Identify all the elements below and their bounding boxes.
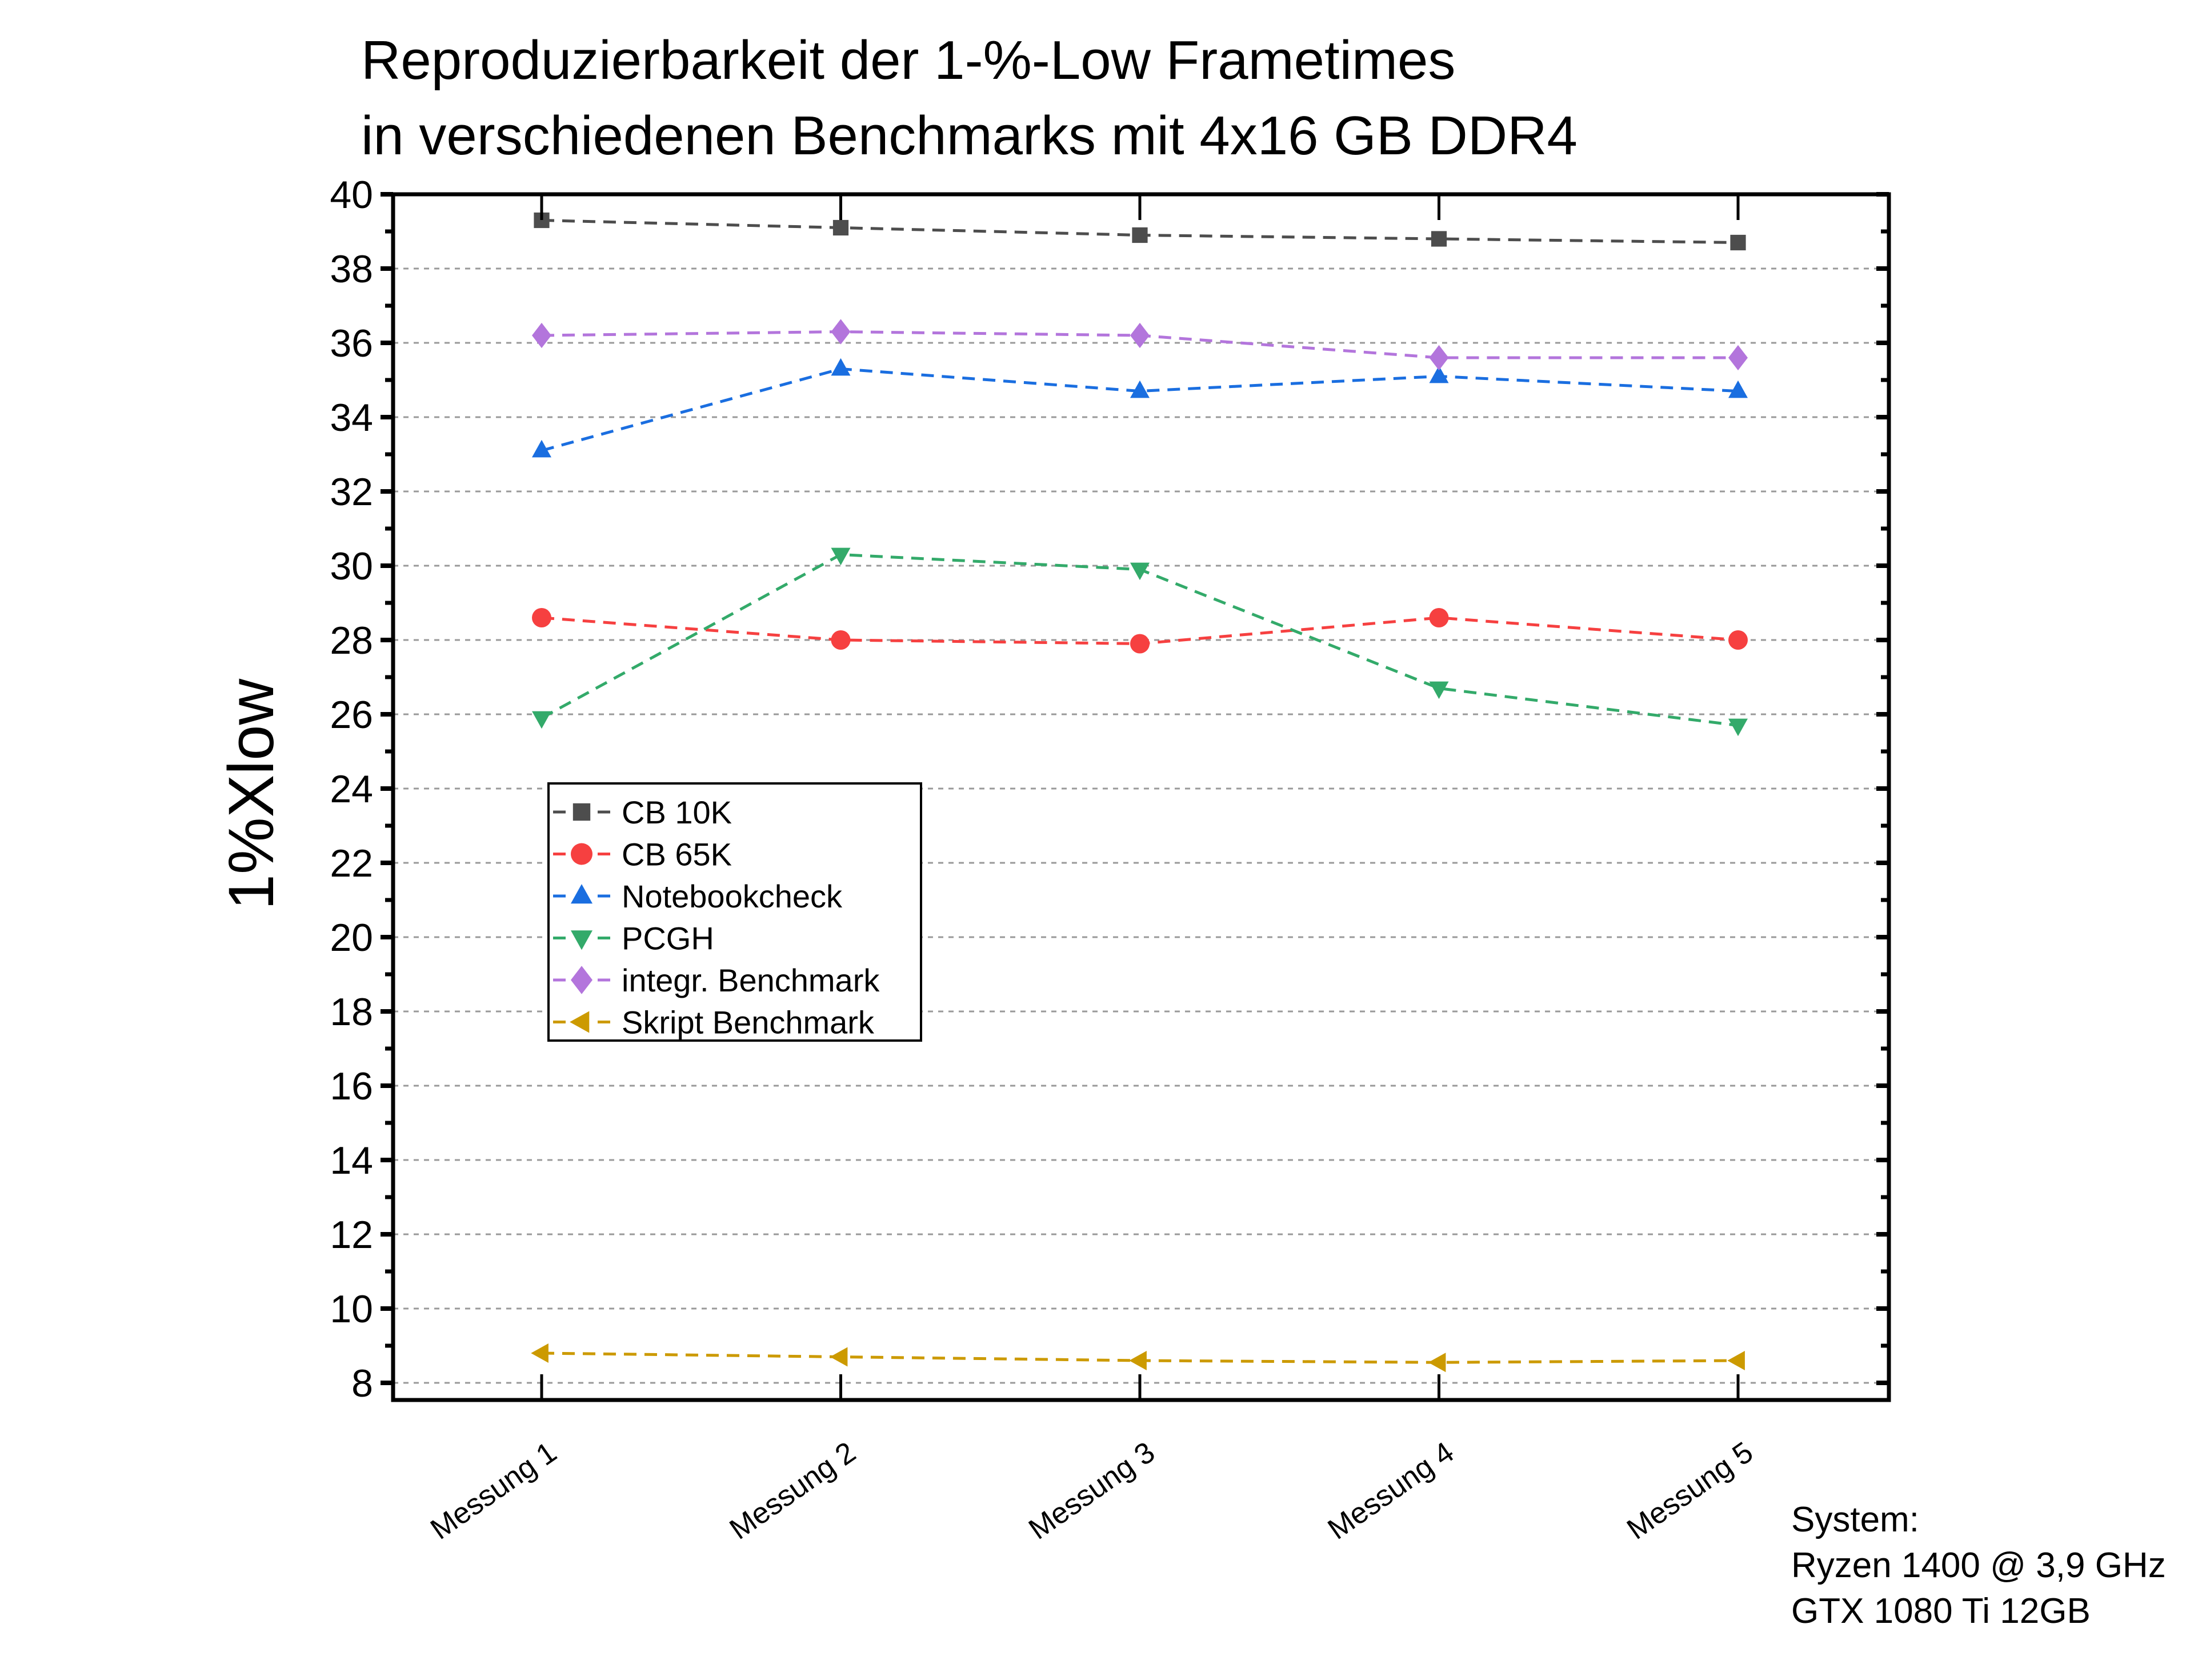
y-tick-label: 22	[330, 842, 373, 885]
circle-marker	[1429, 608, 1449, 627]
y-tick-label: 8	[351, 1362, 373, 1405]
legend-item: Skript Benchmark	[553, 1005, 875, 1041]
y-tick-label: 40	[330, 173, 373, 217]
x-tick-label: Messung 2	[724, 1435, 862, 1546]
triangle-left-marker	[830, 1347, 848, 1367]
y-tick-label: 16	[330, 1065, 373, 1108]
diamond-marker	[1728, 345, 1748, 371]
triangle-up-marker	[831, 358, 851, 376]
diamond-marker	[532, 322, 551, 349]
diamond-marker	[831, 319, 851, 345]
chart-title-line-1: Reproduzierbarkeit der 1-%-Low Frametime…	[361, 30, 1455, 91]
triangle-up-marker	[1728, 380, 1748, 398]
circle-marker	[571, 843, 592, 865]
diamond-marker	[1130, 322, 1150, 349]
legend-item: CB 65K	[553, 837, 732, 873]
y-tick-label: 34	[330, 396, 373, 439]
square-marker	[832, 219, 849, 236]
y-tick-label: 36	[330, 322, 373, 365]
x-tick-label: Messung 5	[1621, 1435, 1759, 1546]
triangle-up-marker	[1429, 365, 1449, 383]
legend-label: CB 10K	[622, 794, 732, 830]
y-tick-label: 12	[330, 1213, 373, 1257]
y-tick-label: 10	[330, 1287, 373, 1331]
series-line	[541, 367, 1739, 452]
x-tick-label: Messung 4	[1322, 1435, 1460, 1546]
triangle-left-marker	[570, 1011, 590, 1033]
x-tick-label: Messung 3	[1023, 1435, 1161, 1546]
triangle-left-marker	[1428, 1353, 1446, 1373]
triangle-up-marker	[1130, 380, 1150, 398]
series-pcgh	[532, 547, 1748, 737]
legend: CB 10K CB 65K Notebookcheck PCGH integr. Ben…	[547, 782, 922, 1042]
y-tick-label: 24	[330, 767, 373, 811]
annotation-line-1: System:	[1791, 1500, 1919, 1539]
legend-item: integr. Benchmark	[553, 962, 880, 998]
y-tick-label: 30	[330, 545, 373, 588]
triangle-left-marker	[1129, 1351, 1147, 1370]
system-annotation: System: Ryzen 1400 @ 3,9 GHz GTX 1080 Ti…	[1791, 1500, 2166, 1631]
annotation-line-2: Ryzen 1400 @ 3,9 GHz	[1791, 1546, 2166, 1585]
triangle-left-marker	[531, 1343, 548, 1363]
legend-box	[547, 782, 922, 1042]
triangle-down-marker	[1130, 562, 1150, 581]
triangle-down-marker	[1728, 718, 1748, 737]
triangle-up-marker	[571, 884, 592, 904]
y-tick-label: 20	[330, 916, 373, 959]
x-tick-label: Messung 1	[425, 1435, 563, 1546]
triangle-down-marker	[571, 930, 592, 950]
legend-label: PCGH	[622, 921, 714, 957]
legend-item: CB 10K	[553, 794, 732, 830]
triangle-down-marker	[1429, 681, 1449, 699]
y-tick-label: 32	[330, 470, 373, 514]
legend-item: PCGH	[553, 921, 714, 957]
series-cb-65k	[532, 608, 1748, 654]
circle-marker	[1130, 634, 1150, 654]
square-marker	[1431, 231, 1447, 247]
circle-marker	[831, 630, 851, 650]
diamond-marker	[1429, 345, 1449, 371]
chart-title-line-2: in verschiedenen Benchmarks mit 4x16 GB …	[361, 105, 1578, 166]
circle-marker	[1728, 630, 1748, 650]
legend-label: Skript Benchmark	[622, 1005, 875, 1041]
triangle-down-marker	[831, 547, 851, 566]
annotation-line-3: GTX 1080 Ti 12GB	[1791, 1591, 2091, 1631]
y-tick-label: 14	[330, 1139, 373, 1182]
y-tick-label: 26	[330, 693, 373, 737]
y-tick-label: 28	[330, 619, 373, 662]
series-integr-benchmark	[532, 319, 1748, 371]
legend-label: CB 65K	[622, 837, 732, 873]
circle-marker	[532, 608, 551, 627]
legend-label: Notebookcheck	[622, 878, 843, 914]
triangle-down-marker	[532, 711, 551, 729]
series-skript-benchmark	[531, 1343, 1745, 1373]
square-marker	[1132, 227, 1148, 243]
square-marker	[572, 803, 591, 821]
series-notebookcheck	[532, 358, 1748, 458]
legend-item: Notebookcheck	[553, 878, 843, 914]
legend-label: integr. Benchmark	[622, 962, 880, 998]
y-tick-label: 38	[330, 247, 373, 291]
square-marker	[1730, 234, 1746, 251]
y-tick-label: 18	[330, 990, 373, 1034]
diamond-marker	[571, 966, 592, 994]
triangle-left-marker	[1727, 1351, 1745, 1370]
y-axis-label: 1%Xlow	[215, 678, 287, 910]
triangle-up-marker	[532, 439, 551, 458]
